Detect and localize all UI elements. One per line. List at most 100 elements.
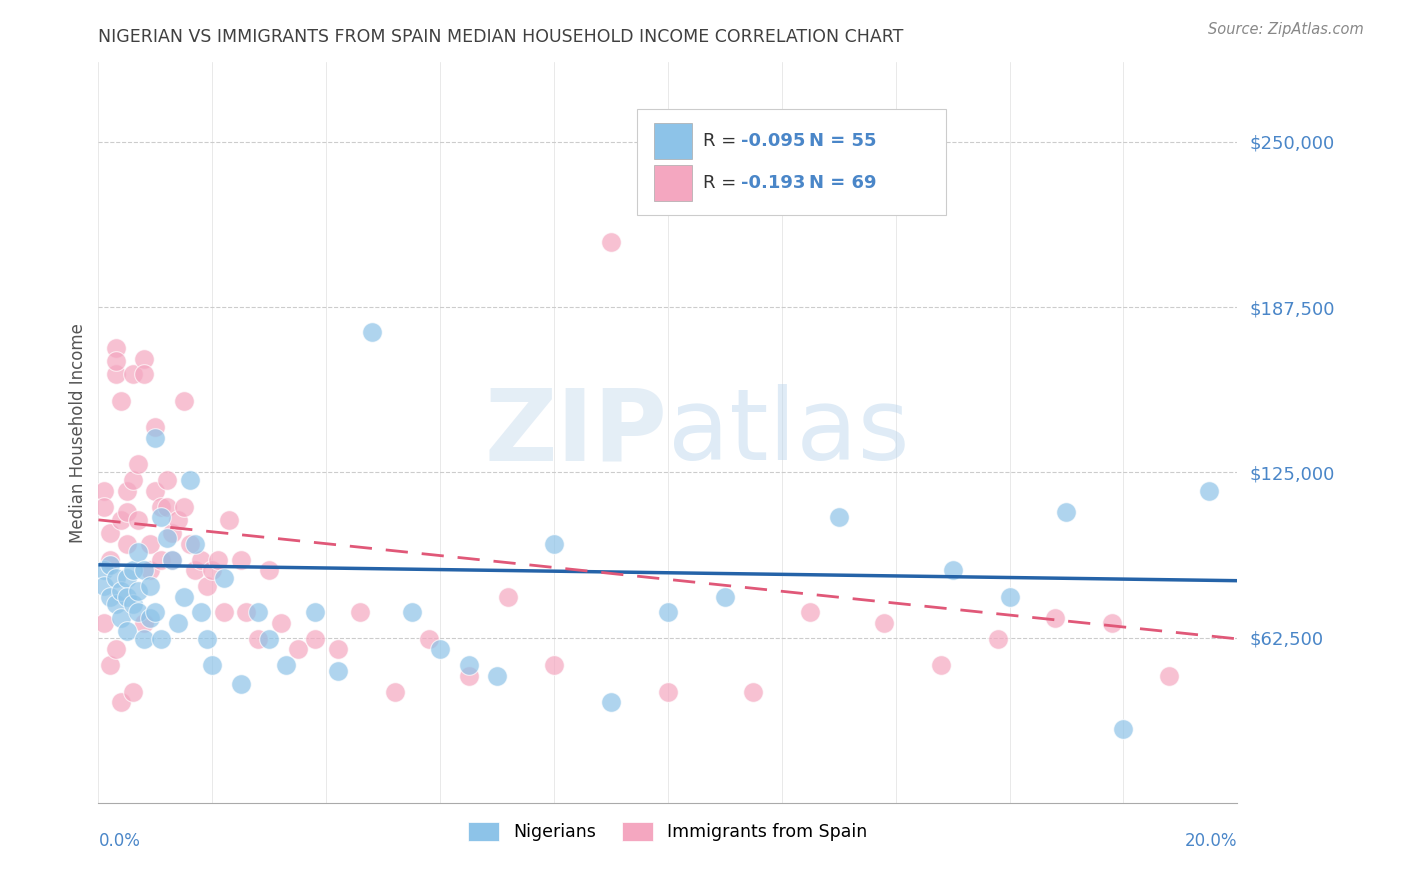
- Point: [543, 658, 565, 673]
- Point: [998, 590, 1021, 604]
- Point: [360, 325, 382, 339]
- Point: [93, 483, 115, 498]
- Point: [173, 500, 195, 514]
- Point: [190, 552, 212, 566]
- Point: [132, 563, 155, 577]
- Point: [173, 590, 195, 604]
- Point: [184, 536, 207, 550]
- Point: [929, 658, 952, 673]
- Point: [93, 563, 115, 577]
- Point: [304, 606, 326, 620]
- Point: [93, 579, 115, 593]
- Point: [98, 658, 121, 673]
- Point: [127, 513, 149, 527]
- Point: [173, 393, 195, 408]
- Point: [942, 563, 965, 577]
- Text: -0.193: -0.193: [741, 174, 806, 192]
- Point: [104, 368, 127, 382]
- Point: [184, 563, 207, 577]
- Text: 0.0%: 0.0%: [98, 832, 141, 850]
- Point: [1101, 615, 1123, 630]
- Point: [229, 552, 252, 566]
- Point: [384, 685, 406, 699]
- Point: [121, 368, 143, 382]
- Point: [987, 632, 1010, 646]
- Point: [115, 571, 138, 585]
- Point: [162, 526, 184, 541]
- Point: [98, 590, 121, 604]
- Point: [207, 552, 229, 566]
- Point: [190, 606, 212, 620]
- Point: [1043, 610, 1066, 624]
- Point: [110, 393, 132, 408]
- Point: [657, 685, 679, 699]
- Point: [212, 606, 235, 620]
- Point: [110, 695, 132, 709]
- Point: [201, 658, 224, 673]
- Point: [326, 642, 349, 657]
- Point: [179, 473, 201, 487]
- Point: [145, 606, 167, 620]
- Point: [1198, 483, 1220, 498]
- Point: [138, 563, 160, 577]
- Point: [121, 598, 143, 612]
- Point: [93, 500, 115, 514]
- Point: [287, 642, 309, 657]
- Point: [132, 351, 155, 366]
- Point: [457, 669, 479, 683]
- Text: R =: R =: [703, 174, 748, 192]
- Point: [156, 532, 179, 546]
- Point: [195, 632, 218, 646]
- Point: [127, 544, 149, 558]
- Point: [145, 431, 167, 445]
- Point: [418, 632, 440, 646]
- Point: [115, 590, 138, 604]
- Point: [162, 552, 184, 566]
- Point: [110, 513, 132, 527]
- Point: [401, 606, 423, 620]
- Point: [486, 669, 509, 683]
- Point: [742, 685, 765, 699]
- Point: [212, 571, 235, 585]
- Point: [873, 615, 896, 630]
- Point: [600, 695, 623, 709]
- Point: [115, 624, 138, 638]
- Point: [326, 664, 349, 678]
- Legend: Nigerians, Immigrants from Spain: Nigerians, Immigrants from Spain: [460, 813, 876, 850]
- Text: N = 55: N = 55: [808, 132, 876, 150]
- Point: [1056, 505, 1078, 519]
- Text: ZIP: ZIP: [485, 384, 668, 481]
- Point: [138, 536, 160, 550]
- Point: [110, 584, 132, 599]
- Point: [121, 473, 143, 487]
- Y-axis label: Median Household Income: Median Household Income: [69, 323, 87, 542]
- Text: NIGERIAN VS IMMIGRANTS FROM SPAIN MEDIAN HOUSEHOLD INCOME CORRELATION CHART: NIGERIAN VS IMMIGRANTS FROM SPAIN MEDIAN…: [98, 28, 904, 45]
- Point: [167, 615, 190, 630]
- Point: [145, 420, 167, 434]
- Point: [132, 615, 155, 630]
- Point: [600, 235, 623, 250]
- Point: [714, 590, 737, 604]
- Point: [132, 632, 155, 646]
- Point: [150, 510, 173, 524]
- Point: [270, 615, 292, 630]
- Point: [167, 513, 190, 527]
- Point: [104, 341, 127, 355]
- Point: [304, 632, 326, 646]
- Point: [156, 473, 179, 487]
- Point: [179, 536, 201, 550]
- Point: [201, 563, 224, 577]
- Point: [259, 632, 281, 646]
- Point: [235, 606, 257, 620]
- Point: [543, 536, 565, 550]
- Text: N = 69: N = 69: [808, 174, 876, 192]
- Point: [98, 526, 121, 541]
- Point: [657, 606, 679, 620]
- Point: [429, 642, 451, 657]
- Point: [799, 606, 821, 620]
- Point: [121, 563, 143, 577]
- Point: [349, 606, 371, 620]
- Point: [98, 558, 121, 572]
- Point: [246, 606, 269, 620]
- Point: [162, 552, 184, 566]
